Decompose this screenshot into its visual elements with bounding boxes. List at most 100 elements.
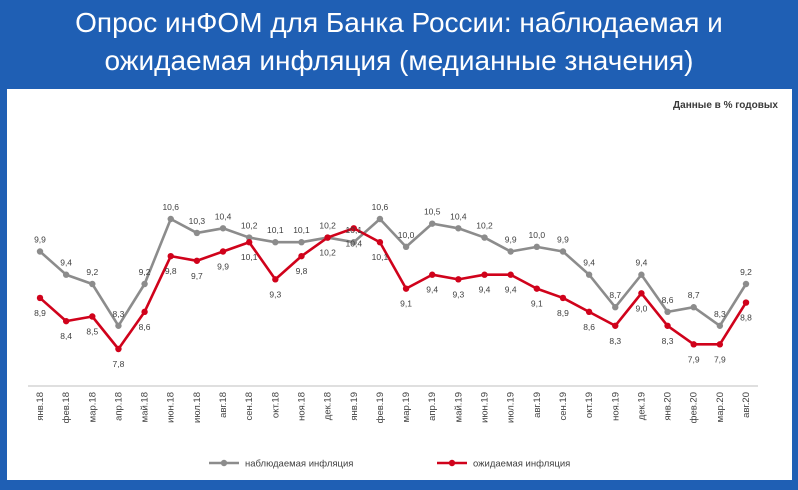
observed-data-label: 10,6 bbox=[162, 202, 179, 212]
observed-data-label: 10,2 bbox=[476, 221, 493, 231]
line-chart: янв.18 фев.18 мар.18 апр.18 май.18 июн.18 июл.… bbox=[28, 202, 758, 470]
observed-point bbox=[507, 248, 514, 255]
x-tick-label: окт.19 bbox=[584, 392, 595, 418]
expected-point bbox=[507, 271, 514, 278]
observed-data-label: 10,2 bbox=[319, 221, 336, 231]
observed-point bbox=[219, 225, 227, 232]
expected-point bbox=[638, 290, 645, 297]
x-tick-label: май.19 bbox=[453, 392, 464, 422]
x-tick-label: мар.20 bbox=[715, 392, 726, 422]
expected-point bbox=[429, 271, 436, 278]
expected-data-label: 9,8 bbox=[165, 266, 177, 276]
expected-point bbox=[402, 285, 410, 292]
x-tick-label: ноя.19 bbox=[610, 392, 621, 421]
x-tick-label: мар.18 bbox=[87, 392, 98, 422]
expected-point bbox=[481, 271, 488, 278]
observed-point bbox=[298, 239, 305, 246]
observed-data-label: 8,7 bbox=[688, 290, 700, 300]
observed-data-label: 9,2 bbox=[139, 267, 151, 277]
observed-data-label: 8,7 bbox=[609, 290, 621, 300]
legend-label: ожидаемая инфляция bbox=[473, 459, 570, 470]
legend-swatch-marker bbox=[448, 459, 456, 467]
x-tick-label: апр.18 bbox=[113, 392, 124, 421]
chart-panel: Данные в % годовых янв.18 фев.18 мар.18 апр… bbox=[7, 89, 792, 480]
observed-point bbox=[141, 280, 148, 288]
x-tick-label: фев.18 bbox=[61, 392, 72, 423]
observed-inflation-line bbox=[39, 217, 748, 328]
expected-data-label: 8,9 bbox=[34, 308, 46, 318]
x-tick-label: мар.19 bbox=[401, 392, 412, 422]
observed-point bbox=[585, 271, 593, 278]
x-tick-label: сен.19 bbox=[558, 392, 569, 421]
observed-data-label: 10,2 bbox=[241, 221, 258, 231]
expected-data-label: 9,7 bbox=[191, 271, 203, 281]
expected-data-label: 9,4 bbox=[479, 285, 491, 295]
observed-data-label: 10,0 bbox=[398, 230, 415, 240]
observed-data-label: 10,1 bbox=[267, 225, 284, 235]
expected-point bbox=[115, 345, 122, 353]
x-tick-label: ноя.18 bbox=[296, 392, 307, 421]
expected-point bbox=[245, 239, 253, 246]
x-tick-label: фев.19 bbox=[375, 392, 386, 423]
title-line-2: ожидаемая инфляция (медианные значения) bbox=[104, 45, 694, 76]
expected-data-label: 8,6 bbox=[139, 322, 151, 332]
x-tick-label: авг.20 bbox=[741, 392, 752, 418]
expected-data-label: 8,6 bbox=[583, 322, 595, 332]
expected-data-label: 9,1 bbox=[531, 299, 543, 309]
expected-data-label: 8,9 bbox=[557, 308, 569, 318]
expected-data-label: 9,9 bbox=[217, 262, 229, 272]
observed-point bbox=[62, 271, 70, 278]
unit-note: Данные в % годовых bbox=[673, 100, 778, 111]
expected-point bbox=[376, 239, 384, 246]
observed-point bbox=[167, 215, 174, 223]
observed-point bbox=[664, 308, 671, 316]
observed-data-label: 8,3 bbox=[714, 309, 726, 319]
x-tick-label: авг.19 bbox=[532, 392, 543, 418]
observed-point bbox=[533, 243, 541, 251]
observed-point bbox=[481, 234, 488, 241]
observed-data-label: 10,4 bbox=[450, 211, 467, 221]
x-tick-label: сен.18 bbox=[244, 392, 255, 421]
observed-data-label: 10,6 bbox=[372, 202, 389, 212]
legend-swatch-marker bbox=[220, 459, 228, 467]
expected-data-label: 8,3 bbox=[609, 336, 621, 346]
x-tick-label: июн.18 bbox=[166, 392, 177, 423]
expected-data-label: 9,1 bbox=[400, 299, 412, 309]
observed-data-label: 9,9 bbox=[34, 235, 46, 245]
observed-point bbox=[89, 280, 96, 288]
expected-point bbox=[350, 225, 357, 232]
expected-point bbox=[298, 252, 305, 260]
expected-data-label: 9,4 bbox=[426, 285, 438, 295]
observed-point bbox=[402, 243, 410, 251]
expected-data-label: 10,4 bbox=[346, 238, 363, 248]
expected-point bbox=[664, 322, 671, 329]
expected-point bbox=[141, 308, 148, 316]
x-tick-label: авг.18 bbox=[218, 392, 229, 418]
expected-point bbox=[716, 341, 724, 348]
expected-data-label: 7,9 bbox=[688, 354, 700, 364]
expected-point bbox=[455, 276, 462, 283]
legend-item-observed: наблюдаемая инфляция bbox=[209, 459, 353, 470]
expected-data-label: 10,1 bbox=[372, 252, 389, 262]
observed-point bbox=[36, 248, 44, 255]
observed-point bbox=[376, 215, 384, 223]
observed-point bbox=[638, 271, 645, 278]
legend-label: наблюдаемая инфляция bbox=[245, 459, 353, 470]
expected-point bbox=[89, 313, 96, 320]
expected-data-label: 7,9 bbox=[714, 354, 726, 364]
observed-data-label: 9,4 bbox=[583, 258, 595, 268]
expected-point bbox=[324, 234, 331, 241]
observed-point bbox=[612, 304, 619, 311]
expected-data-label: 8,3 bbox=[662, 336, 674, 346]
observed-data-label: 9,4 bbox=[635, 258, 647, 268]
observed-point bbox=[350, 239, 357, 246]
observed-point bbox=[115, 322, 122, 329]
expected-data-label: 9,8 bbox=[296, 266, 308, 276]
observed-data-label: 10,5 bbox=[424, 207, 441, 217]
expected-data-label: 9,3 bbox=[269, 289, 281, 299]
x-tick-label: янв.18 bbox=[35, 392, 46, 421]
expected-data-label: 8,8 bbox=[740, 313, 752, 323]
legend-item-expected: ожидаемая инфляция bbox=[437, 459, 570, 470]
expected-point bbox=[62, 317, 70, 325]
